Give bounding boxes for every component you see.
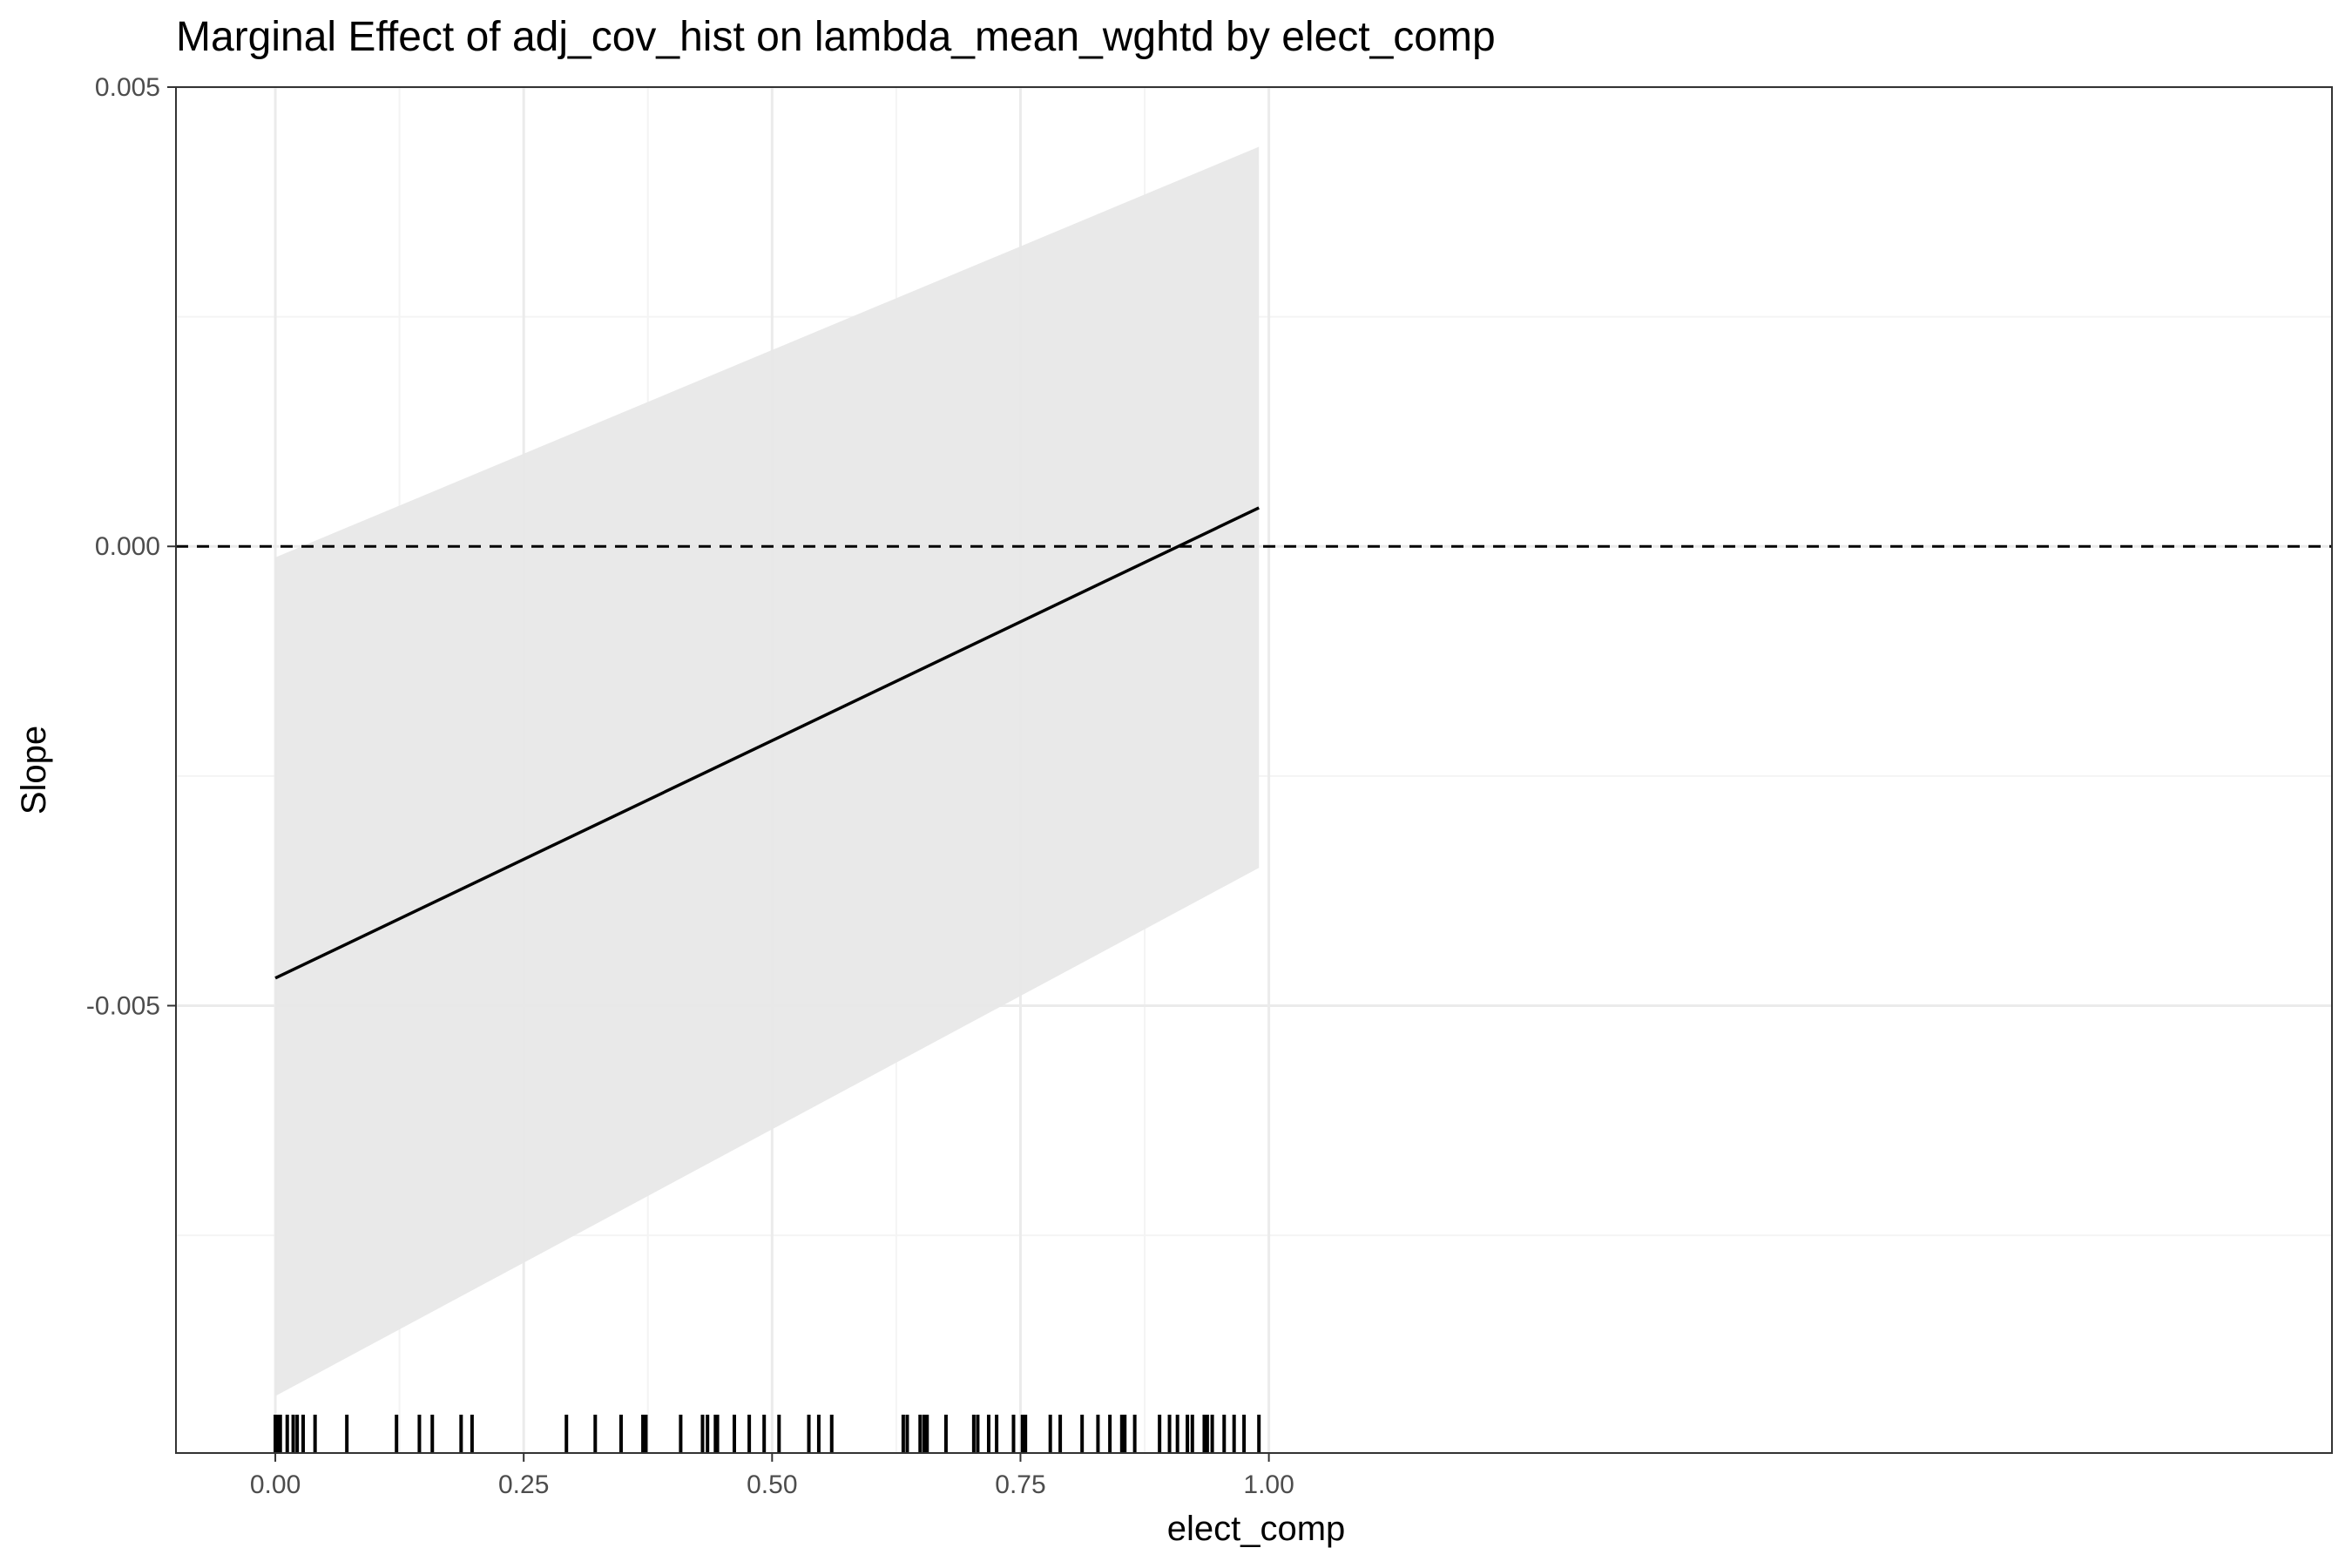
x-tick-label: 1.00 xyxy=(1243,1470,1294,1499)
y-axis-title: Slope xyxy=(15,726,53,814)
x-tick-label: 0.50 xyxy=(747,1470,797,1499)
x-tick-label: 0.75 xyxy=(995,1470,1045,1499)
x-tick-label: 0.00 xyxy=(250,1470,301,1499)
slope-line xyxy=(274,506,1260,980)
chart-title: Marginal Effect of adj_cov_hist on lambd… xyxy=(176,14,1496,60)
x-axis-title: elect_comp xyxy=(1167,1510,1346,1548)
slope-line-layer xyxy=(274,506,1260,980)
confidence-band-layer xyxy=(275,146,1260,1396)
x-tick-label: 0.25 xyxy=(498,1470,549,1499)
y-tick-label: -0.005 xyxy=(86,991,160,1020)
x-axis: 0.00 0.25 0.50 0.75 1.00 xyxy=(250,1453,1294,1499)
y-tick-label: 0.000 xyxy=(95,532,160,561)
y-axis: 0.005 0.000 -0.005 xyxy=(86,73,176,1020)
y-tick-label: 0.005 xyxy=(95,73,160,102)
confidence-band xyxy=(275,146,1260,1396)
rug-marks xyxy=(274,1415,1261,1453)
panel-border xyxy=(175,86,2333,1454)
